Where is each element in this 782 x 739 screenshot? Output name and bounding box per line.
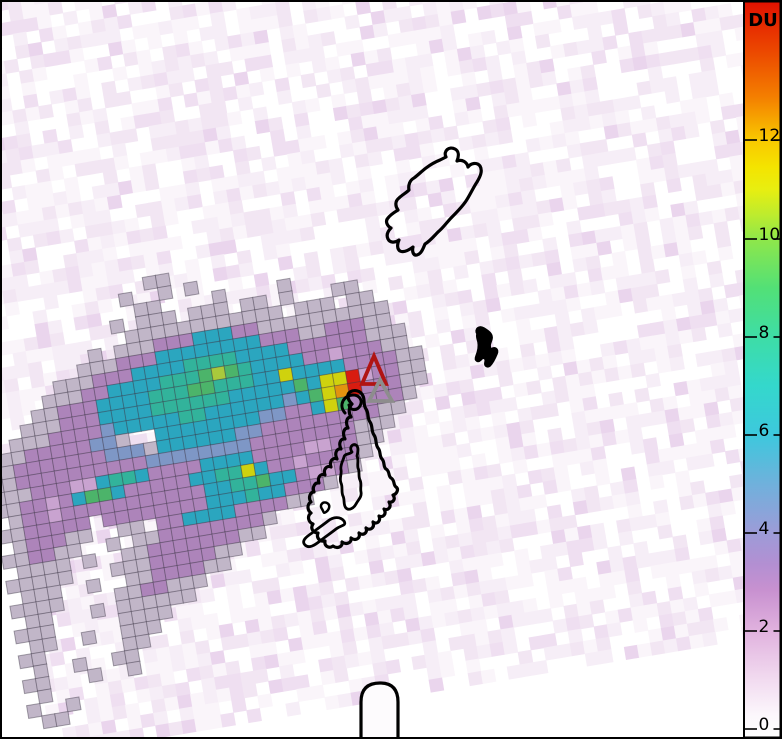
plume-cell bbox=[85, 577, 102, 595]
plume-cell bbox=[25, 702, 43, 719]
colorbar-units-label: DU bbox=[748, 10, 778, 31]
colorbar-tick-label: 8 bbox=[759, 323, 770, 343]
colorbar-ticks: 12 10 8 6 4 2 0 bbox=[744, 126, 781, 735]
plume-cell bbox=[81, 553, 98, 570]
small-islet bbox=[319, 501, 331, 515]
plume-cell bbox=[180, 587, 198, 604]
island-east-small bbox=[474, 326, 499, 368]
plume-cell bbox=[71, 656, 89, 673]
plume-cell bbox=[108, 318, 126, 335]
so2-plume-heatmap bbox=[0, 272, 429, 730]
island-bottom-arch bbox=[359, 681, 400, 739]
plume-cell bbox=[48, 596, 65, 614]
plume-cell bbox=[156, 604, 174, 621]
plume-cell bbox=[261, 510, 278, 527]
gray-triangle-marker bbox=[365, 376, 396, 403]
southwest-island bbox=[302, 516, 347, 549]
plume-cell bbox=[191, 572, 209, 590]
plume-cell bbox=[86, 667, 104, 684]
plume-cell bbox=[36, 688, 54, 705]
plume-cell bbox=[41, 636, 59, 653]
plume-cell bbox=[65, 696, 82, 713]
colorbar-tick-label: 6 bbox=[759, 421, 770, 441]
colorbar-tick-label: 2 bbox=[759, 617, 770, 637]
plume-cell bbox=[145, 618, 163, 636]
plume-cell bbox=[134, 633, 152, 650]
plume-cell bbox=[411, 370, 429, 387]
plume-cell bbox=[400, 384, 418, 401]
coast-hook bbox=[340, 393, 363, 415]
plume-cell bbox=[182, 280, 200, 297]
mainland-coast bbox=[306, 389, 400, 549]
plume-cell bbox=[89, 602, 107, 619]
plume-cell bbox=[390, 399, 407, 416]
plume-cell bbox=[54, 710, 71, 728]
plume-cell bbox=[66, 542, 83, 559]
coastlines bbox=[302, 146, 499, 739]
plume-cell bbox=[125, 660, 143, 677]
colorbar-tick-label: 0 bbox=[759, 715, 770, 735]
island-north bbox=[384, 146, 483, 257]
colorbar-tick-label: 10 bbox=[759, 225, 781, 245]
plume-cell bbox=[226, 541, 244, 558]
colorbar-tick-label: 4 bbox=[759, 519, 770, 539]
inner-island bbox=[338, 443, 363, 511]
colorbar: 12 10 8 6 4 2 0 DU bbox=[743, 0, 782, 739]
red-triangle-marker bbox=[359, 351, 389, 386]
plume-cell bbox=[278, 290, 295, 307]
plume-cell bbox=[105, 536, 122, 553]
plume-cell bbox=[57, 569, 74, 586]
plume-cell bbox=[117, 291, 135, 308]
plume-cell bbox=[156, 284, 174, 302]
colorbar-tick-label: 12 bbox=[759, 126, 781, 146]
plume-cell bbox=[80, 629, 98, 646]
volcano-markers bbox=[359, 351, 396, 403]
plume-cell bbox=[357, 443, 374, 460]
plume-cell bbox=[250, 524, 268, 541]
plume-cell bbox=[322, 474, 339, 491]
plume-cell bbox=[77, 528, 94, 545]
plume-cell bbox=[379, 413, 396, 430]
plume-cell bbox=[215, 556, 233, 573]
